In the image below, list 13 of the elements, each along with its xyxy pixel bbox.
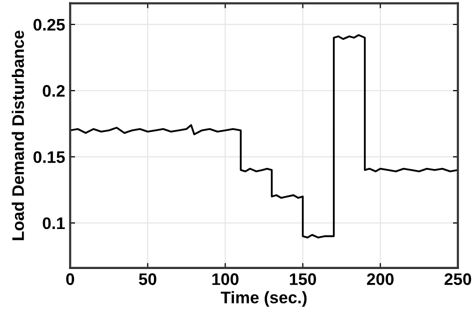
x-tick-label: 50 [138,273,156,286]
x-axis-title: Time (sec.) [220,291,307,307]
y-tick-label: 0.25 [34,18,65,31]
x-tick-label: 250 [444,273,472,286]
y-tick-label: 0.15 [34,151,65,164]
line-series [70,34,458,238]
x-tick-label: 200 [367,273,394,286]
y-axis-title: Load Demand Disturbance [12,30,24,240]
y-tick-label: 0.2 [42,85,65,97]
x-tick-label: 150 [290,273,316,286]
x-tick-label: 0 [66,273,74,286]
x-tick-label: 100 [212,273,238,286]
y-tick-label: 0.1 [42,217,65,230]
